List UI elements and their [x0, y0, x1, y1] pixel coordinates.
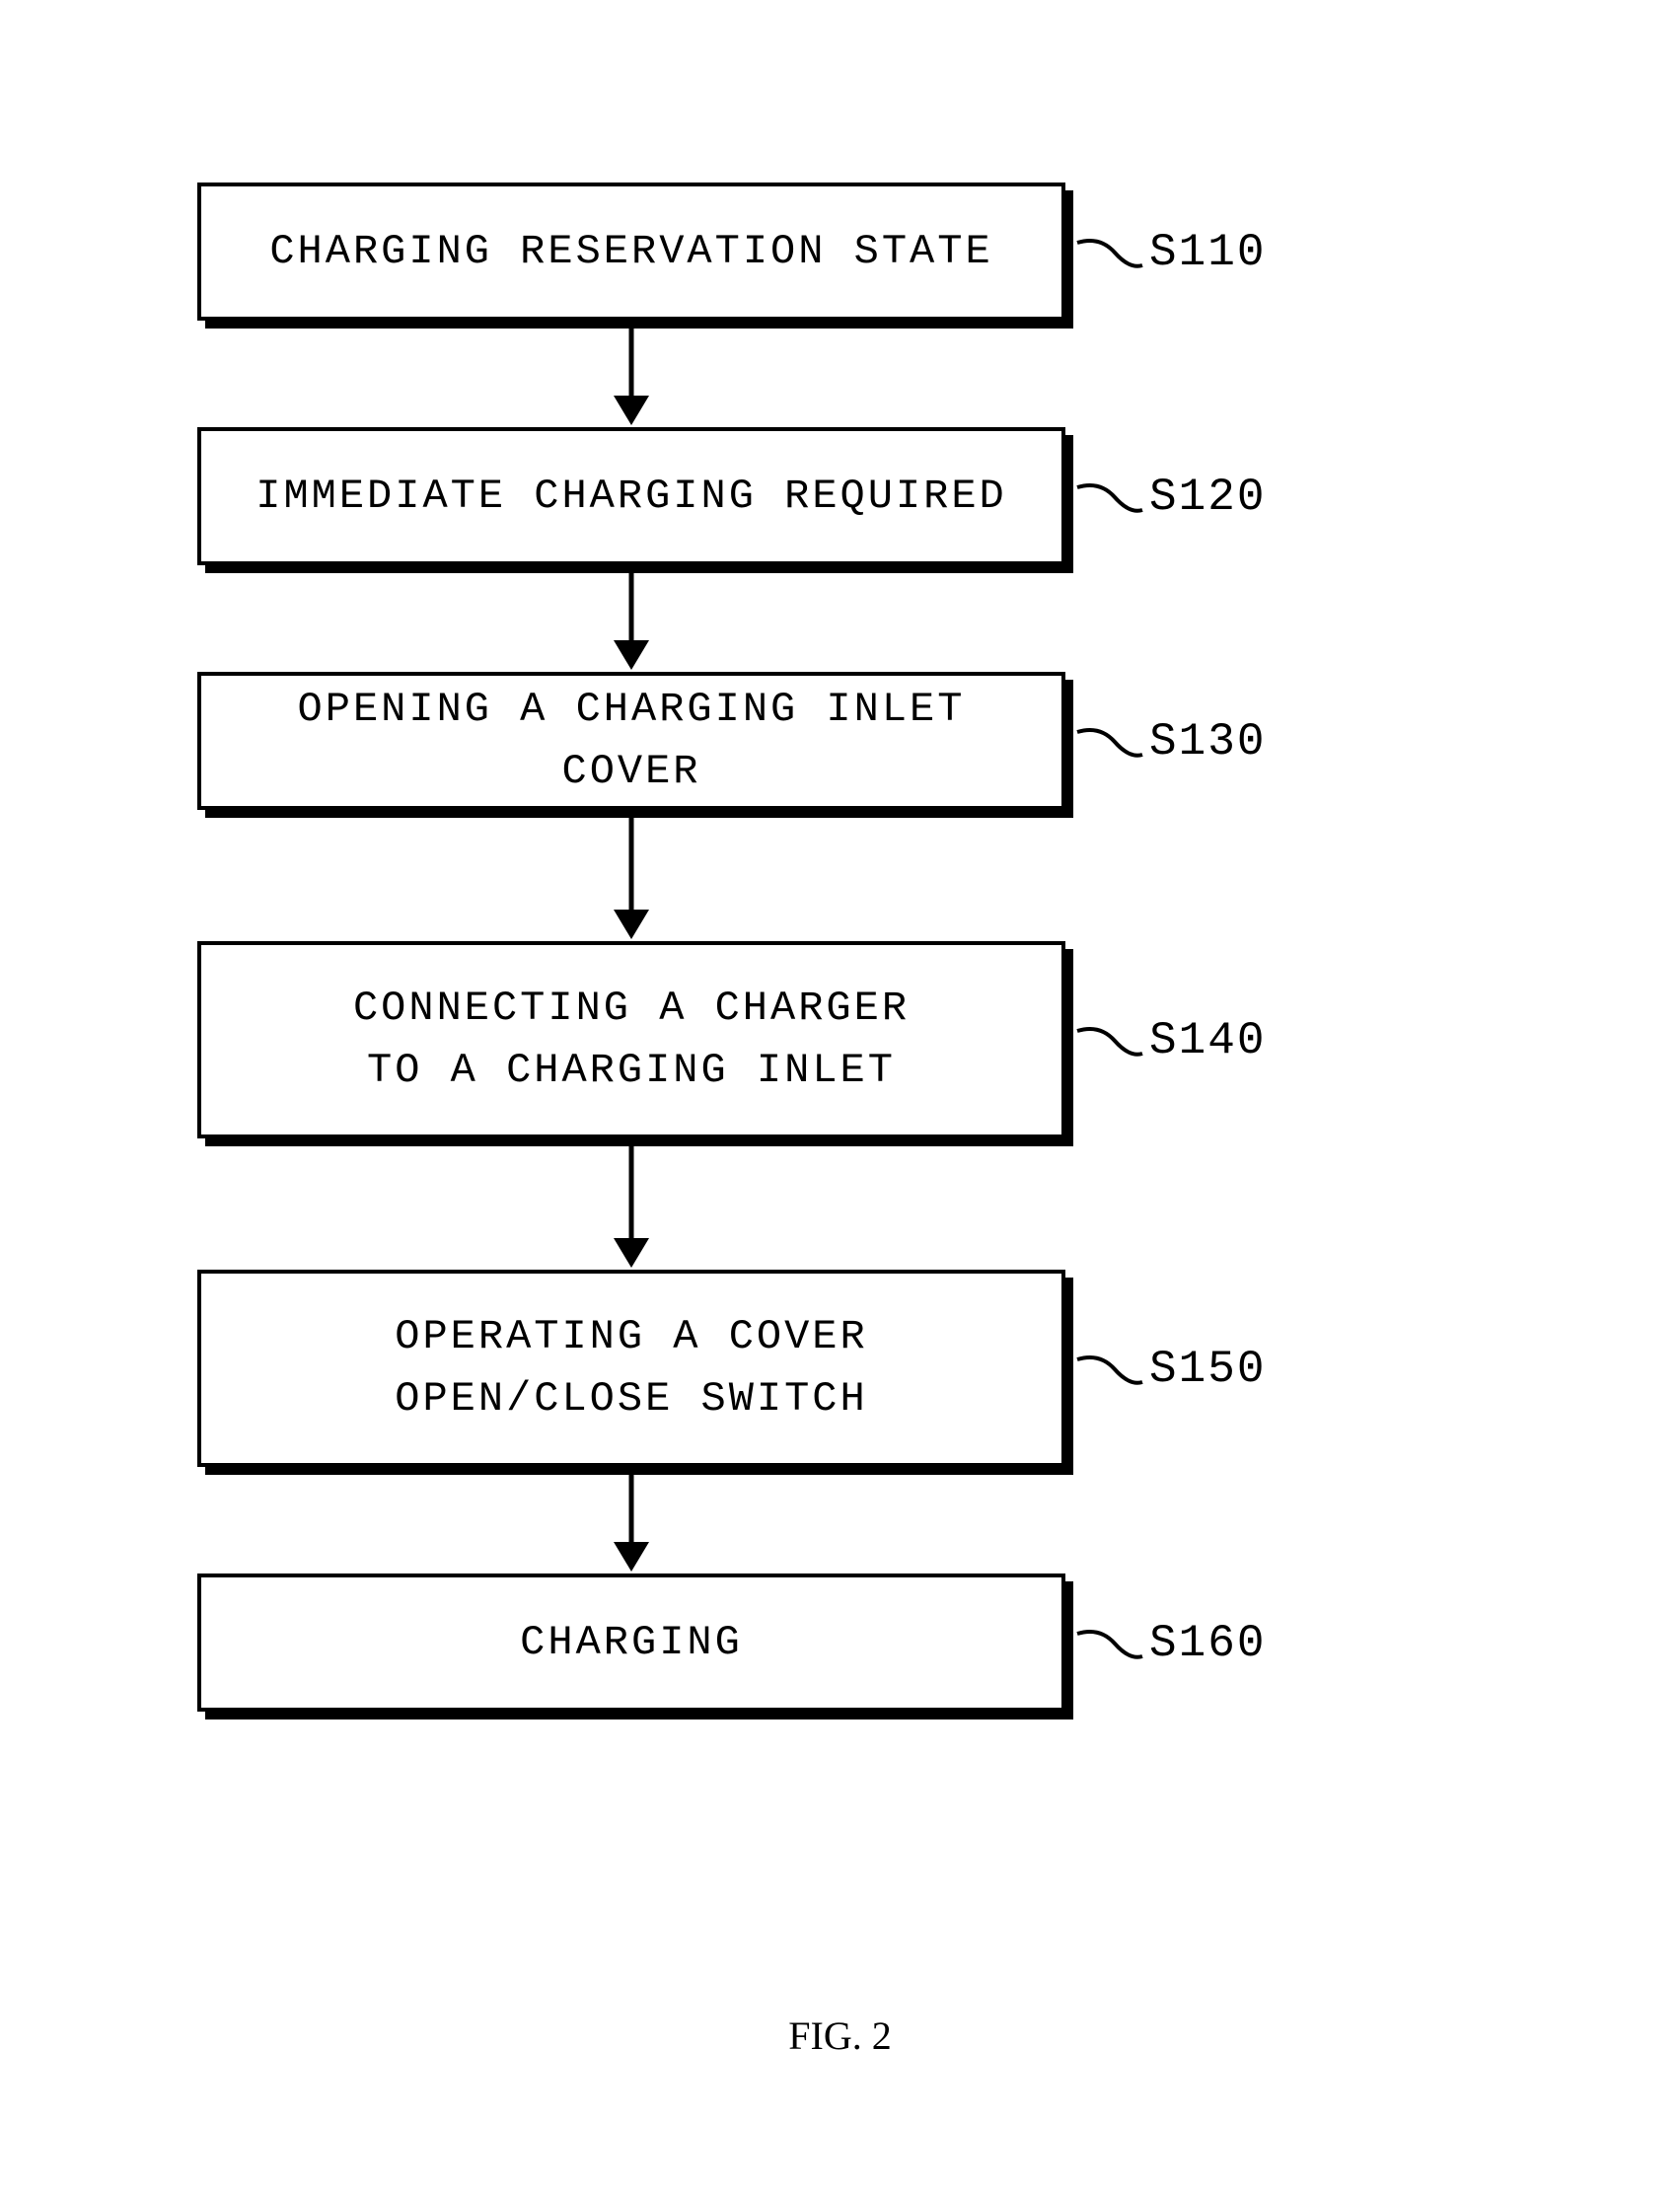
- flow-arrow: [197, 565, 1065, 672]
- flowchart-box-text: OPENING A CHARGING INLET COVER: [231, 679, 1032, 803]
- connector-curve-icon: [1075, 1016, 1144, 1065]
- arrow-head-icon: [614, 910, 649, 939]
- flowchart-box: IMMEDIATE CHARGING REQUIRED: [197, 427, 1065, 565]
- flowchart-box-text: CONNECTING A CHARGER TO A CHARGING INLET: [353, 978, 910, 1102]
- flowchart-box-text: CHARGING: [520, 1612, 743, 1674]
- step-label: S110: [1149, 227, 1266, 278]
- flowchart-box-text: IMMEDIATE CHARGING REQUIRED: [256, 466, 1007, 528]
- flowchart-box: CHARGING RESERVATION STATE: [197, 183, 1065, 321]
- flowchart-step: CONNECTING A CHARGER TO A CHARGING INLET…: [197, 941, 1480, 1270]
- flow-arrow: [197, 810, 1065, 941]
- connector-curve-icon: [1075, 473, 1144, 522]
- flowchart-step: CHARGING RESERVATION STATE S110: [197, 183, 1480, 427]
- flowchart-box: OPENING A CHARGING INLET COVER: [197, 672, 1065, 810]
- flow-arrow: [197, 321, 1065, 427]
- arrow-head-icon: [614, 396, 649, 425]
- step-label-container: S120: [1075, 472, 1266, 523]
- arrow-head-icon: [614, 1238, 649, 1268]
- connector-curve-icon: [1075, 1619, 1144, 1668]
- flowchart-step: OPENING A CHARGING INLET COVER S130: [197, 672, 1480, 941]
- step-label-container: S130: [1075, 716, 1266, 768]
- step-label: S120: [1149, 472, 1266, 523]
- figure-caption: FIG. 2: [788, 2012, 891, 2059]
- step-label-container: S150: [1075, 1344, 1266, 1395]
- step-label: S160: [1149, 1618, 1266, 1669]
- step-label: S130: [1149, 716, 1266, 768]
- step-label-container: S140: [1075, 1015, 1266, 1066]
- flowchart-step: IMMEDIATE CHARGING REQUIRED S120: [197, 427, 1480, 672]
- flow-arrow: [197, 1467, 1065, 1573]
- flowchart-box-text: OPERATING A COVER OPEN/CLOSE SWITCH: [395, 1306, 867, 1430]
- step-label: S150: [1149, 1344, 1266, 1395]
- flowchart-box-text: CHARGING RESERVATION STATE: [269, 221, 992, 283]
- connector-curve-icon: [1075, 717, 1144, 767]
- flowchart-box: CHARGING: [197, 1573, 1065, 1712]
- flowchart-box: CONNECTING A CHARGER TO A CHARGING INLET: [197, 941, 1065, 1138]
- arrow-head-icon: [614, 1542, 649, 1572]
- step-label-container: S110: [1075, 227, 1266, 278]
- flowchart-container: CHARGING RESERVATION STATE S110 IMMEDIATE …: [197, 183, 1480, 1712]
- step-label-container: S160: [1075, 1618, 1266, 1669]
- connector-curve-icon: [1075, 228, 1144, 277]
- flow-arrow: [197, 1138, 1065, 1270]
- arrow-head-icon: [614, 640, 649, 670]
- connector-curve-icon: [1075, 1345, 1144, 1394]
- flowchart-step: CHARGING S160: [197, 1573, 1480, 1712]
- flowchart-step: OPERATING A COVER OPEN/CLOSE SWITCH S150: [197, 1270, 1480, 1573]
- step-label: S140: [1149, 1015, 1266, 1066]
- flowchart-box: OPERATING A COVER OPEN/CLOSE SWITCH: [197, 1270, 1065, 1467]
